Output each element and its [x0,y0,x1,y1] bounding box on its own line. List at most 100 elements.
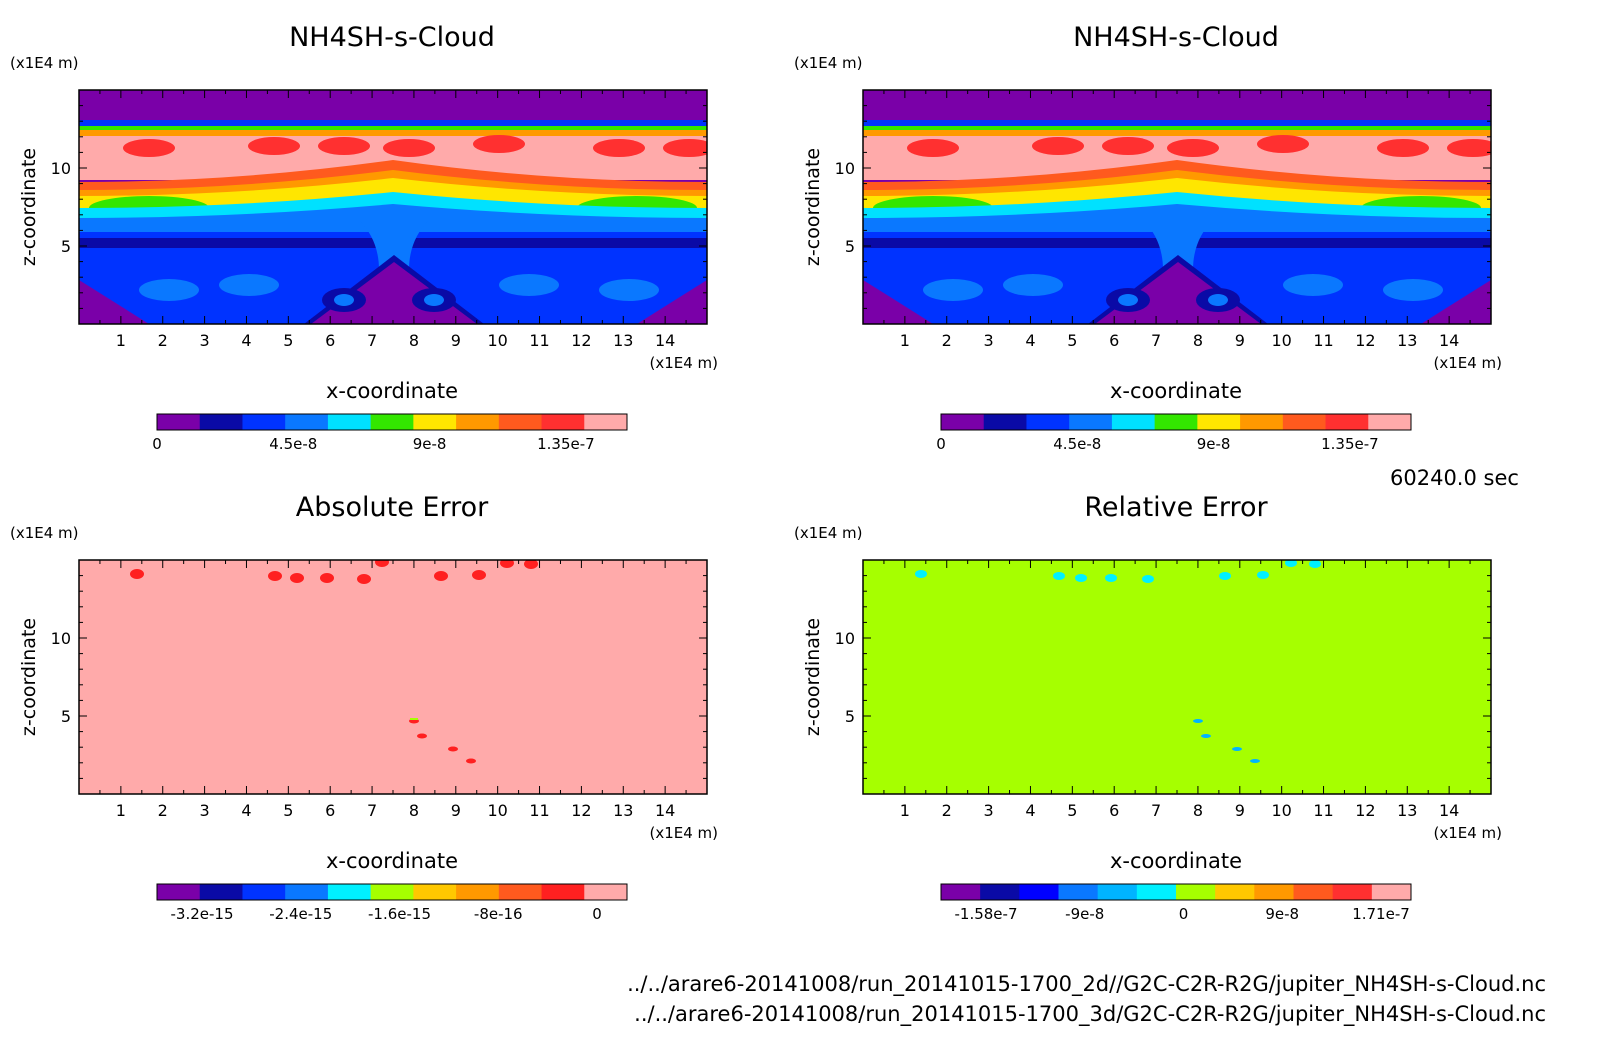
x-tick-label-6: 6 [325,801,335,820]
y-tick-label-10: 10 [51,159,71,178]
x-tick-label-7: 7 [367,331,377,350]
colorbar-swatch [498,884,543,900]
x-tick-label-3: 3 [200,801,210,820]
field-bg [863,560,1491,794]
eye-core [424,294,444,306]
colorbar-frame [156,883,628,901]
colorbar-swatch [941,884,981,900]
x-tick-label-9: 9 [1235,801,1245,820]
chart-title: Relative Error [1084,492,1268,523]
colorbar-label: -1.58e-7 [955,905,1018,923]
field-bg [79,560,707,794]
colorbar-swatch [1282,414,1327,430]
x-tick-label-4: 4 [241,801,251,820]
x-tick-label-10: 10 [1271,801,1291,820]
x-unit-label: (x1E4 m) [1433,824,1502,842]
colorbar-label: 4.5e-8 [269,435,317,453]
error-spot [1219,572,1231,580]
y-unit-label: (x1E4 m) [794,54,863,72]
colorbar-label: 9e-8 [1265,905,1299,923]
x-tick-label-5: 5 [283,331,293,350]
x-tick-label-5: 5 [1067,801,1077,820]
red-blob [1102,137,1154,155]
colorbar-swatch [1154,414,1198,430]
chart-title: Absolute Error [296,492,489,523]
colorbar-swatch [1197,414,1241,430]
error-spot [1142,575,1154,583]
x-tick-label-11: 11 [1313,801,1333,820]
y-axis-label: z-coordinate [802,148,824,266]
colorbar-label: 0 [592,905,602,923]
colorbar-swatch [980,884,1020,900]
y-tick-label-5: 5 [61,237,71,256]
x-tick-label-4: 4 [1025,331,1035,350]
chart-title: NH4SH-s-Cloud [1073,22,1279,53]
x-tick-label-11: 11 [529,801,549,820]
x-tick-label-9: 9 [451,801,461,820]
colorbar-swatch [285,414,329,430]
colorbar-label: 1.35e-7 [1321,435,1379,453]
red-blob [593,139,645,157]
error-spot [1257,571,1269,579]
x-tick-label-14: 14 [655,331,675,350]
error-spot [357,574,371,584]
x-tick-label-1: 1 [900,331,910,350]
file-path-1: ../../arare6-20141008/run_20141015-1700_… [627,972,1546,996]
colorbar-label: 9e-8 [1197,435,1231,453]
band-edge-blue [863,120,1491,126]
colorbar-swatch [199,414,243,430]
colorbar-swatch [1176,884,1216,900]
colorbar-label: 0 [1179,905,1189,923]
x-tick-label-6: 6 [1109,331,1119,350]
x-tick-label-7: 7 [1151,801,1161,820]
colorbar-swatch [1293,884,1334,900]
heatmap-field [863,90,1491,324]
colorbar-swatch [285,884,329,900]
x-tick-label-3: 3 [984,801,994,820]
colorbar-label: 4.5e-8 [1053,435,1101,453]
colorbar-label: -1.6e-15 [368,905,431,923]
colorbar-swatch [1368,414,1412,430]
error-spot [1201,734,1211,738]
x-axis-label: x-coordinate [1110,379,1242,403]
x-axis-label: x-coordinate [326,849,458,873]
heatmap-field [863,560,1491,794]
x-unit-label: (x1E4 m) [1433,354,1502,372]
error-spot [466,758,476,764]
colorbar-label: 0 [152,435,162,453]
y-axis-label: z-coordinate [802,618,824,736]
purple-left [863,280,933,324]
colorbar-swatch [584,414,628,430]
red-blob [473,135,525,153]
error-spot [1285,560,1297,567]
colorbar-swatch [199,884,243,900]
red-blob [123,139,175,157]
purple-left [79,280,149,324]
x-tick-label-5: 5 [283,801,293,820]
error-spot [524,560,538,569]
colorbar-swatch [1026,414,1070,430]
colorbar-swatch [1325,414,1369,430]
y-tick-label-5: 5 [845,707,855,726]
colorbar-label: -3.2e-15 [171,905,234,923]
x-tick-label-8: 8 [409,801,419,820]
colorbar-swatch [456,414,500,430]
time-label: 60240.0 sec [1390,466,1519,490]
error-spot [320,573,334,583]
x-tick-label-13: 13 [1397,801,1417,820]
y-axis-label: z-coordinate [18,618,40,736]
colorbar-swatch [498,414,543,430]
error-spot [290,573,304,583]
x-tick-label-10: 10 [1271,331,1291,350]
x-tick-label-4: 4 [241,331,251,350]
colorbar-swatch [242,884,286,900]
y-tick-label-10: 10 [835,629,855,648]
colorbar-swatch [1254,884,1294,900]
heatmap-field [79,90,707,324]
eye-core [1208,294,1228,306]
colorbar-swatch [1136,884,1177,900]
x-tick-label-2: 2 [158,801,168,820]
band-top [863,90,1491,120]
center-stem [1143,220,1213,270]
